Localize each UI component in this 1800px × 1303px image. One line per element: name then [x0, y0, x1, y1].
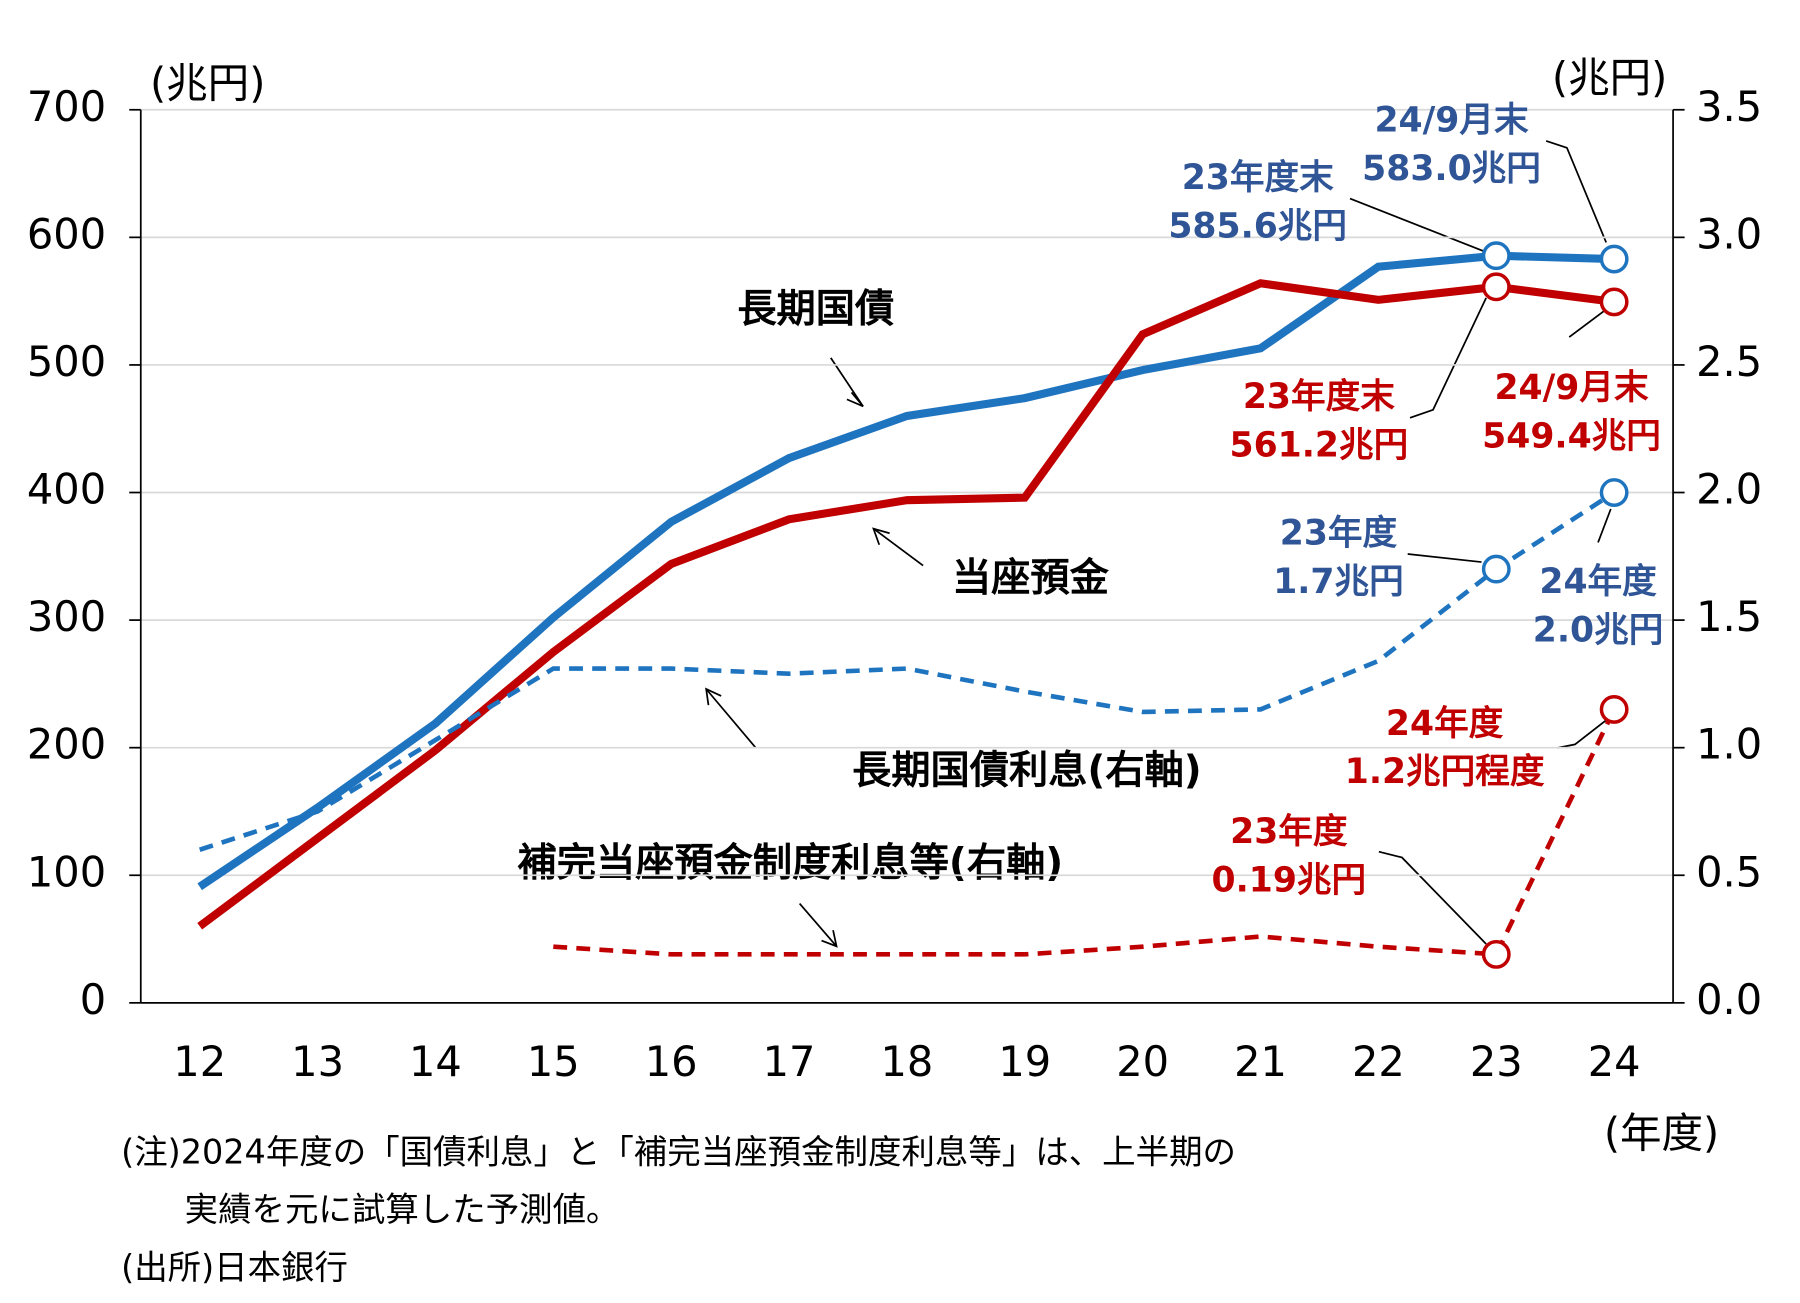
leader [1557, 719, 1607, 749]
y2-tick-label: 0.5 [1696, 847, 1762, 896]
y-tick-label: 500 [27, 337, 106, 386]
x-tick-label: 19 [998, 1037, 1051, 1086]
series-line [553, 708, 1617, 957]
annotation: 24/9月末 [1494, 368, 1648, 408]
arrow-head [846, 391, 864, 408]
arrow [798, 903, 838, 947]
y-tick-label: 600 [27, 209, 106, 258]
end-marker [1481, 272, 1511, 302]
end-marker [1599, 287, 1629, 317]
y-axis-label: (兆円) [150, 59, 265, 108]
y2-tick-label: 1.0 [1696, 720, 1762, 769]
y2-tick-label: 1.5 [1696, 592, 1762, 641]
series-line [198, 490, 1616, 852]
arrow [705, 688, 757, 749]
annotation: 23年度末 [1182, 158, 1334, 198]
x-tick-label: 21 [1234, 1037, 1287, 1086]
end-marker [1599, 694, 1629, 724]
x-axis-label: (年度) [1604, 1109, 1719, 1158]
leader [1349, 197, 1486, 253]
y2-tick-label: 0.0 [1696, 975, 1762, 1024]
annotation: 0.19兆円 [1212, 861, 1367, 901]
y-tick-label: 300 [27, 592, 106, 641]
arrow-head [705, 687, 722, 706]
y2-tick-label: 3.0 [1696, 209, 1762, 258]
y-tick-label: 400 [27, 465, 106, 514]
x-tick-label: 15 [527, 1037, 580, 1086]
arrow [830, 357, 864, 407]
arrow [872, 527, 924, 567]
y-tick-label: 700 [27, 82, 106, 131]
annotation: 583.0兆円 [1362, 149, 1541, 189]
series-label: 長期国債 [737, 287, 894, 332]
y-tick-label: 0 [80, 975, 106, 1024]
annotation: 23年度 [1280, 513, 1398, 553]
annotation: 23年度 [1230, 812, 1348, 852]
x-tick-label: 18 [881, 1037, 934, 1086]
annotation: 549.4兆円 [1482, 416, 1661, 456]
annotation: 23年度末 [1243, 377, 1395, 417]
annotation: 1.2兆円程度 [1345, 752, 1545, 792]
x-tick-label: 23 [1470, 1037, 1523, 1086]
end-marker [1481, 241, 1511, 271]
x-tick-label: 20 [1116, 1037, 1169, 1086]
end-marker [1599, 478, 1629, 507]
annotation: 1.7兆円 [1273, 562, 1404, 602]
y2-axis-label: (兆円) [1552, 53, 1667, 102]
annotation: 24/9月末 [1374, 100, 1528, 140]
leader [1409, 297, 1487, 419]
arrow-head [872, 527, 890, 546]
arrow-head [821, 929, 838, 948]
note: 実績を元に試算した予測値。 [185, 1190, 620, 1229]
x-tick-label: 24 [1588, 1037, 1641, 1086]
x-tick-label: 12 [173, 1037, 226, 1086]
series-line [197, 251, 1615, 891]
y2-tick-label: 3.5 [1696, 82, 1762, 131]
annotation: 24年度 [1386, 704, 1504, 744]
x-tick-label: 22 [1352, 1037, 1405, 1086]
x-tick-label: 16 [645, 1037, 698, 1086]
series-label: 長期国債利息(右軸) [852, 749, 1202, 794]
annotation: 2.0兆円 [1533, 610, 1664, 650]
leader [1545, 140, 1607, 243]
y-tick-label: 200 [27, 720, 106, 769]
annotation: 585.6兆円 [1168, 206, 1347, 246]
end-marker [1599, 244, 1629, 274]
series-line [197, 279, 1615, 930]
y2-tick-label: 2.0 [1696, 465, 1762, 514]
annotation: 24年度 [1539, 562, 1657, 602]
leader [1568, 308, 1607, 338]
leader [1407, 553, 1482, 563]
leader [1378, 850, 1487, 945]
source: (出所)日本銀行 [121, 1248, 348, 1287]
annotation: 561.2兆円 [1229, 426, 1408, 466]
y2-tick-label: 2.5 [1696, 337, 1762, 386]
end-marker [1481, 554, 1511, 584]
x-tick-label: 13 [291, 1037, 344, 1086]
end-marker [1481, 939, 1511, 969]
leader [1597, 508, 1612, 543]
note: (注)2024年度の「国債利息」と「補完当座預金制度利息等」は、上半期の [121, 1133, 1236, 1172]
series-label: 補完当座預金制度利息等(右軸) [518, 840, 1064, 886]
x-tick-label: 14 [409, 1037, 462, 1086]
y-tick-label: 100 [27, 847, 106, 896]
leaders [705, 140, 1612, 948]
x-tick-label: 17 [763, 1037, 816, 1086]
series-label: 当座預金 [952, 555, 1110, 601]
